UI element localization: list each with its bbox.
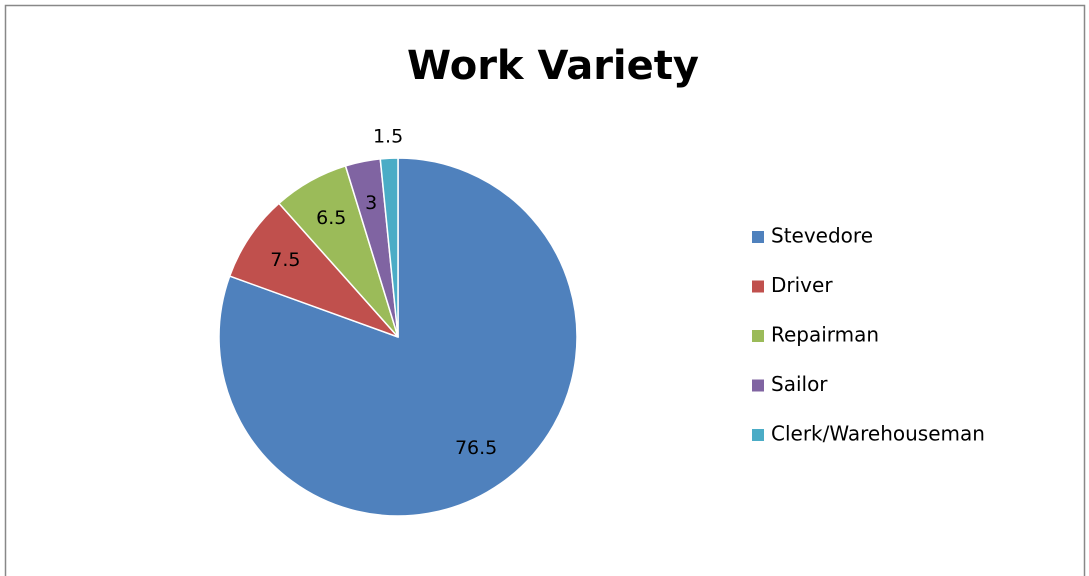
data-label: 76.5 — [455, 437, 497, 459]
legend-swatch — [752, 280, 764, 293]
pie-slice — [379, 157, 399, 338]
legend-label: Driver — [771, 273, 833, 297]
legend-label: Stevedore — [771, 224, 873, 248]
legend-swatch — [752, 379, 764, 392]
data-label: 6.5 — [316, 207, 346, 229]
data-label: 1.5 — [373, 125, 403, 147]
data-label: 7.5 — [270, 249, 300, 271]
data-label: 3 — [365, 192, 377, 214]
legend-swatch — [752, 330, 764, 342]
legend-label: Clerk/Warehouseman — [771, 422, 985, 446]
legend-label: Sailor — [771, 372, 828, 396]
legend-swatch — [752, 231, 764, 243]
legend-swatch — [752, 429, 764, 441]
chart-title: Work Variety — [407, 43, 699, 89]
legend-label: Repairman — [771, 323, 879, 347]
